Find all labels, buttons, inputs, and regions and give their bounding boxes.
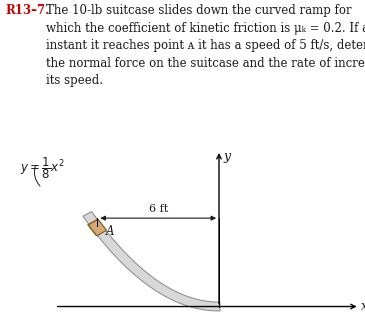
Text: y: y xyxy=(223,150,231,163)
Polygon shape xyxy=(83,212,220,311)
Text: A: A xyxy=(105,225,114,238)
Bar xyxy=(88,219,107,236)
Bar xyxy=(87,219,105,236)
Text: x: x xyxy=(361,300,365,313)
Text: $y = \dfrac{1}{8}x^2$: $y = \dfrac{1}{8}x^2$ xyxy=(20,155,65,180)
Text: The 10-lb suitcase slides down the curved ramp for
which the coefficient of kine: The 10-lb suitcase slides down the curve… xyxy=(46,4,365,87)
Text: R13–7.: R13–7. xyxy=(5,4,50,17)
Text: 6 ft: 6 ft xyxy=(149,204,168,214)
